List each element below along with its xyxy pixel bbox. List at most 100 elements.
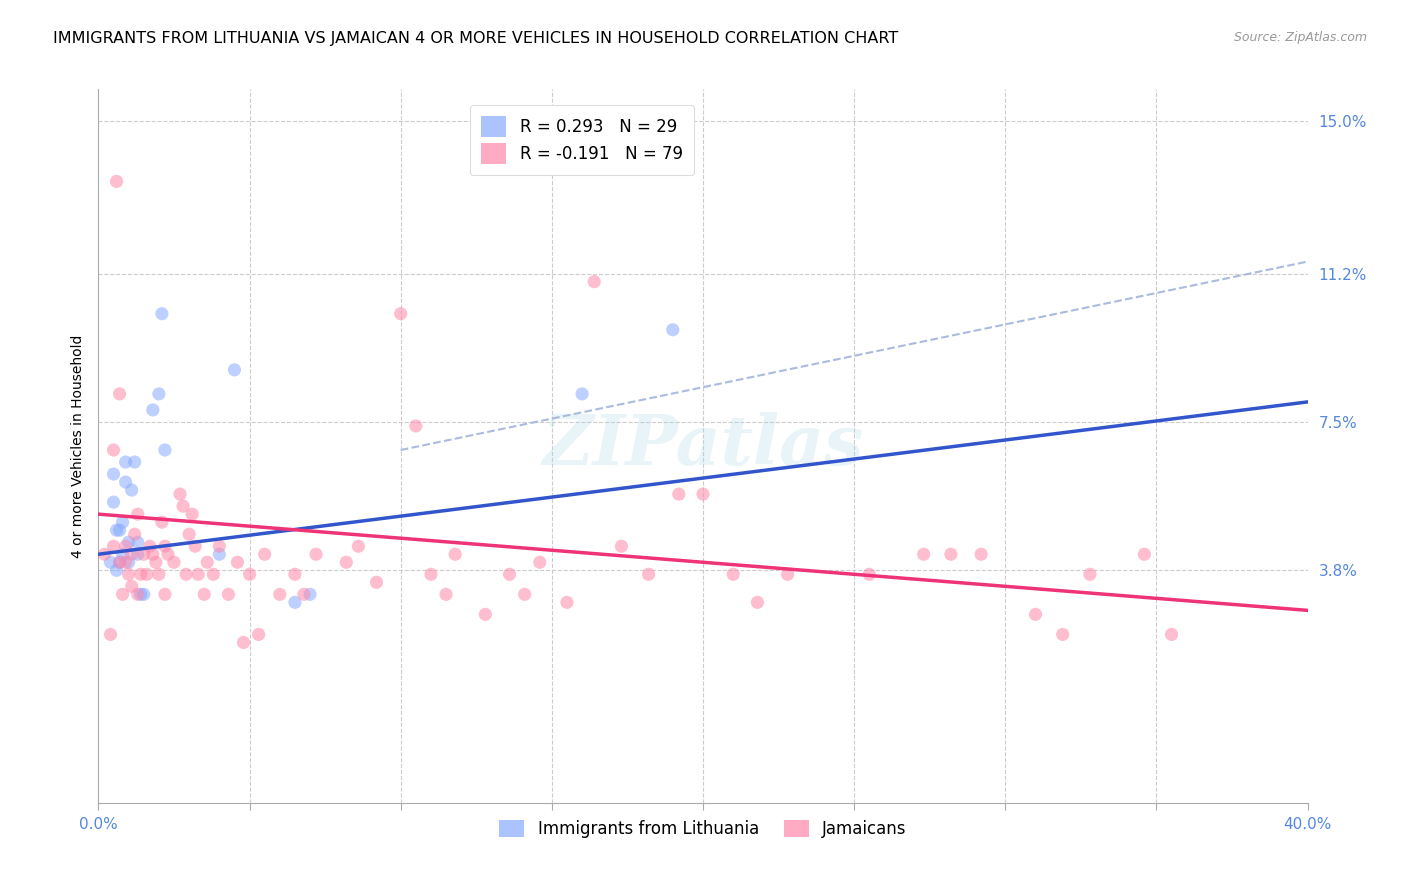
Point	[103, 539, 125, 553]
Point	[150, 515, 173, 529]
Point	[202, 567, 225, 582]
Point	[111, 515, 134, 529]
Point	[747, 595, 769, 609]
Point	[114, 539, 136, 553]
Point	[723, 567, 745, 582]
Point	[232, 635, 254, 649]
Point	[148, 387, 170, 401]
Point	[129, 567, 152, 582]
Point	[668, 487, 690, 501]
Point	[444, 547, 467, 561]
Point	[127, 547, 149, 561]
Point	[132, 547, 155, 561]
Point	[114, 455, 136, 469]
Point	[124, 455, 146, 469]
Point	[105, 174, 128, 188]
Point	[305, 547, 328, 561]
Point	[169, 487, 191, 501]
Text: ZIPatlas: ZIPatlas	[543, 412, 863, 480]
Point	[939, 547, 962, 561]
Point	[108, 555, 131, 569]
Point	[692, 487, 714, 501]
Point	[105, 563, 128, 577]
Point	[100, 555, 122, 569]
Point	[637, 567, 659, 582]
Point	[405, 419, 427, 434]
Point	[103, 495, 125, 509]
Point	[156, 547, 179, 561]
Point	[153, 539, 176, 553]
Point	[129, 587, 152, 601]
Point	[132, 587, 155, 601]
Point	[858, 567, 880, 582]
Point	[111, 587, 134, 601]
Point	[127, 535, 149, 549]
Point	[127, 587, 149, 601]
Point	[148, 567, 170, 582]
Point	[187, 567, 209, 582]
Point	[103, 467, 125, 481]
Text: IMMIGRANTS FROM LITHUANIA VS JAMAICAN 4 OR MORE VEHICLES IN HOUSEHOLD CORRELATIO: IMMIGRANTS FROM LITHUANIA VS JAMAICAN 4 …	[53, 31, 898, 46]
Point	[114, 555, 136, 569]
Point	[111, 547, 134, 561]
Point	[1024, 607, 1046, 622]
Point	[513, 587, 536, 601]
Point	[195, 555, 218, 569]
Point	[150, 307, 173, 321]
Point	[142, 547, 165, 561]
Point	[335, 555, 357, 569]
Point	[583, 275, 606, 289]
Point	[347, 539, 370, 553]
Point	[105, 523, 128, 537]
Point	[217, 587, 239, 601]
Point	[118, 555, 141, 569]
Point	[145, 555, 167, 569]
Point	[529, 555, 551, 569]
Point	[247, 627, 270, 641]
Point	[121, 547, 143, 561]
Point	[121, 483, 143, 497]
Point	[118, 535, 141, 549]
Point	[139, 539, 162, 553]
Point	[114, 475, 136, 489]
Point	[153, 442, 176, 457]
Point	[226, 555, 249, 569]
Point	[1078, 567, 1101, 582]
Point	[172, 499, 194, 513]
Point	[121, 579, 143, 593]
Point	[1133, 547, 1156, 561]
Text: Source: ZipAtlas.com: Source: ZipAtlas.com	[1233, 31, 1367, 45]
Point	[269, 587, 291, 601]
Point	[912, 547, 935, 561]
Point	[124, 527, 146, 541]
Point	[103, 442, 125, 457]
Point	[239, 567, 262, 582]
Point	[93, 547, 115, 561]
Point	[135, 567, 157, 582]
Point	[224, 363, 246, 377]
Point	[1160, 627, 1182, 641]
Point	[153, 587, 176, 601]
Point	[163, 555, 186, 569]
Point	[284, 595, 307, 609]
Point	[366, 575, 388, 590]
Point	[661, 323, 683, 337]
Point	[108, 555, 131, 569]
Point	[970, 547, 993, 561]
Point	[420, 567, 443, 582]
Point	[555, 595, 578, 609]
Point	[108, 387, 131, 401]
Point	[776, 567, 799, 582]
Point	[193, 587, 215, 601]
Point	[184, 539, 207, 553]
Point	[610, 539, 633, 553]
Point	[292, 587, 315, 601]
Point	[127, 507, 149, 521]
Point	[253, 547, 276, 561]
Point	[118, 567, 141, 582]
Point	[389, 307, 412, 321]
Point	[179, 527, 201, 541]
Point	[181, 507, 204, 521]
Point	[474, 607, 496, 622]
Point	[434, 587, 457, 601]
